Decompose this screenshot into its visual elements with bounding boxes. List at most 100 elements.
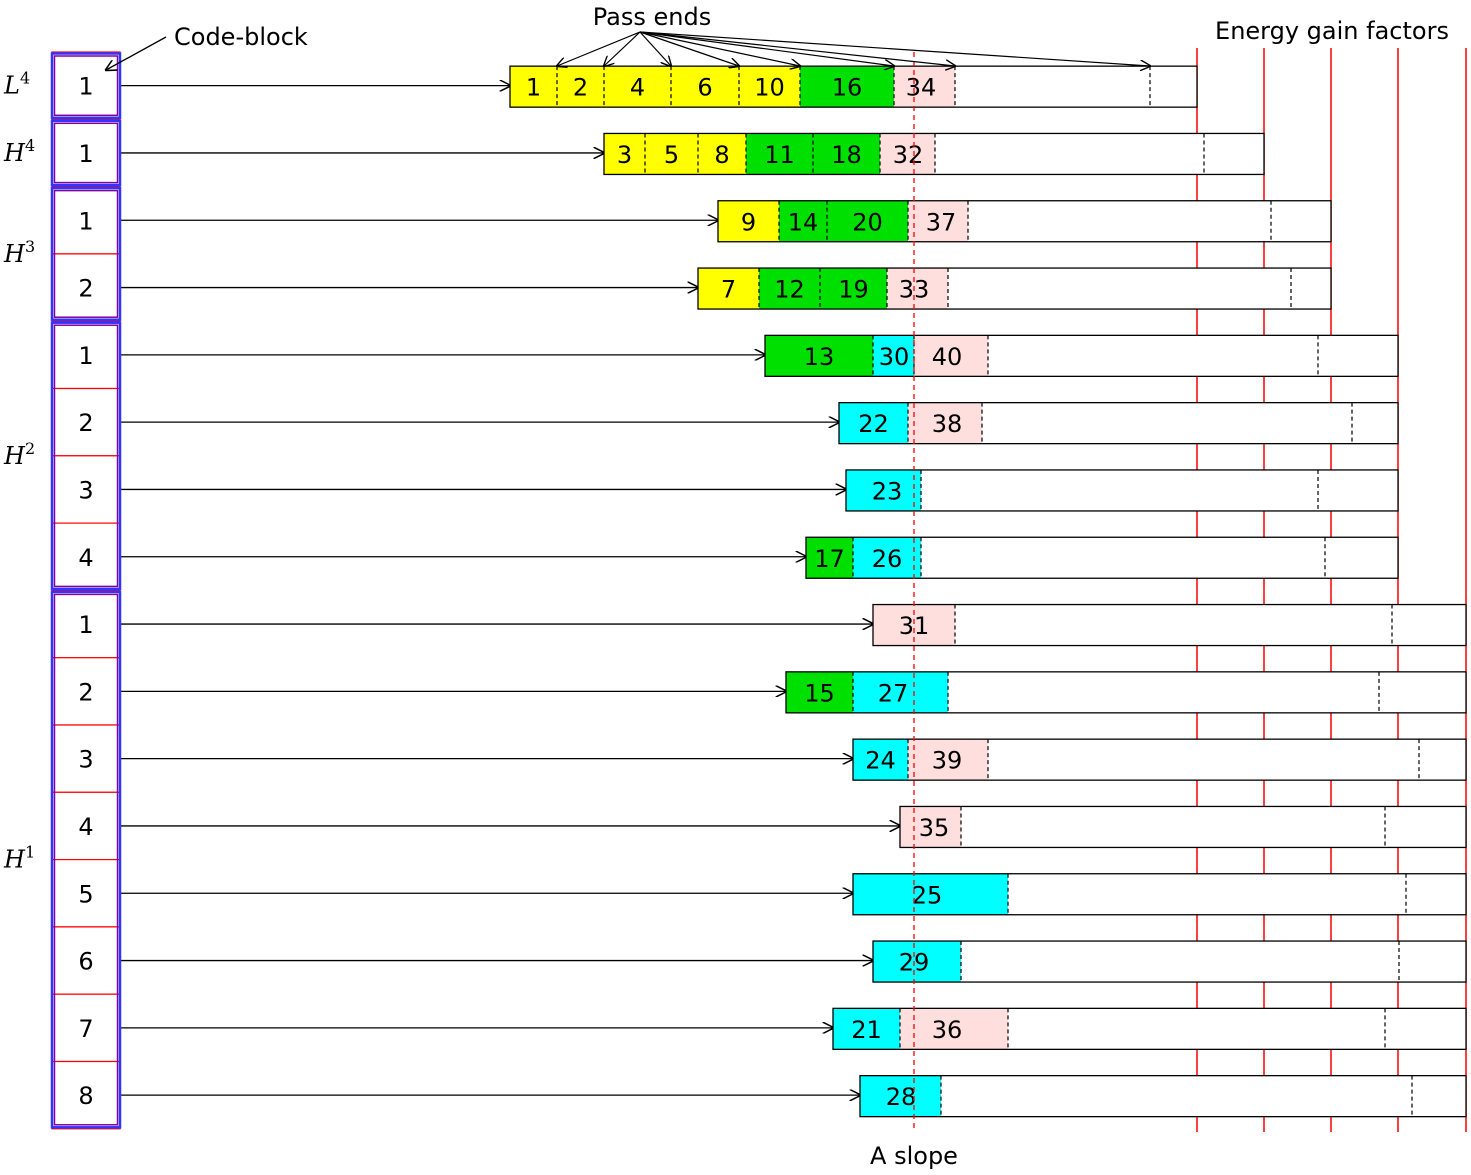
code-block-number: 2 (78, 678, 93, 706)
pass-number: 19 (838, 276, 869, 304)
subband-group-box (50, 119, 122, 187)
pass-segment (1419, 739, 1466, 781)
pass-segment (853, 873, 1008, 915)
pass-number: 10 (754, 74, 785, 102)
pass-end-pointer (639, 31, 1150, 66)
pass-segment (786, 671, 853, 713)
subband-group-box (50, 590, 122, 1129)
pass-segment (759, 268, 820, 310)
pass-segment (873, 941, 961, 983)
pass-bar-outline (852, 738, 1467, 781)
pass-segment (1150, 66, 1197, 108)
pass-segment (806, 537, 853, 579)
pass-segment (908, 739, 988, 781)
pass-segment (1392, 604, 1466, 646)
pass-segment (645, 133, 698, 175)
pass-bar-outline (899, 805, 1467, 849)
pass-segment (1379, 671, 1466, 713)
pass-segment (921, 537, 1325, 579)
code-block-cell (51, 657, 121, 726)
pass-segment (880, 133, 935, 175)
pass-number: 31 (899, 612, 930, 640)
pass-segment (1352, 402, 1398, 444)
pass-segment (853, 739, 908, 781)
pass-number: 27 (878, 679, 909, 707)
pass-segment (698, 268, 759, 310)
pass-bar-outline (697, 267, 1332, 310)
subband-label: H2 (3, 439, 35, 470)
pass-segment (739, 66, 800, 108)
pass-bar-outline (805, 536, 1399, 579)
pass-bar-outline (603, 132, 1265, 176)
pass-segment (604, 66, 671, 108)
pass-segment (948, 671, 1379, 713)
pass-segment (908, 402, 982, 444)
pass-end-pointer (604, 31, 641, 66)
pass-bar-outline (509, 65, 1198, 108)
pass-number: 8 (714, 141, 729, 169)
code-block-number: 2 (78, 275, 93, 303)
subband-group-box (50, 52, 122, 120)
pass-segment (718, 200, 779, 242)
subband-label: L4 (3, 69, 30, 100)
pass-segment (968, 200, 1271, 242)
pass-segment (833, 1008, 900, 1050)
pass-bar-outline (764, 334, 1399, 378)
pass-number: 2 (573, 74, 588, 102)
pass-segment (873, 335, 914, 377)
pass-segment (948, 268, 1291, 310)
pass-segment (1008, 1008, 1385, 1050)
pass-segment (988, 739, 1419, 781)
code-block-cell (51, 118, 121, 188)
code-block-number: 5 (78, 880, 93, 908)
pass-end-pointer (557, 31, 641, 66)
pass-number: 7 (721, 276, 736, 304)
pass-segment (1406, 873, 1466, 915)
pass-segment (982, 402, 1352, 444)
pass-number: 39 (932, 747, 963, 775)
code-block-cell (51, 926, 121, 995)
pass-number: 23 (872, 477, 903, 505)
pass-segment (961, 806, 1385, 848)
pass-number: 18 (831, 141, 862, 169)
code-block-number: 6 (78, 948, 93, 976)
pass-end-pointer (639, 31, 739, 66)
pass-number: 34 (906, 74, 937, 102)
pass-segment (820, 268, 887, 310)
pass-segment (1399, 941, 1466, 983)
subband-label: H1 (3, 843, 35, 874)
pass-number: 20 (852, 208, 883, 236)
subband-label: H4 (3, 136, 35, 167)
pass-end-pointer (639, 31, 894, 66)
pass-segment (846, 469, 921, 511)
subband-labels: L4 H4 H3 H2 H1 (3, 69, 35, 874)
code-block-number: 1 (78, 73, 93, 101)
pass-segment (839, 402, 908, 444)
pass-segment (935, 133, 1204, 175)
pass-segment (1318, 469, 1398, 511)
pass-segment (800, 66, 894, 108)
pass-bar-outline (845, 469, 1399, 512)
pass-number: 6 (697, 74, 712, 102)
pass-segment (746, 133, 813, 175)
pass-number: 9 (741, 208, 756, 236)
pass-number: 26 (872, 545, 903, 573)
pass-segment (1271, 200, 1331, 242)
pass-number: 22 (858, 410, 889, 438)
pass-number: 32 (893, 141, 924, 169)
code-block-column: 1 1 1 2 1 2 3 4 1 2 3 4 5 6 7 8 (50, 51, 122, 1130)
pass-number: 3 (617, 141, 632, 169)
pass-end-pointer (639, 31, 671, 66)
code-block-arrows (120, 86, 900, 1096)
subband-group-inner (53, 122, 119, 184)
code-block-number: 1 (78, 207, 93, 235)
code-block-number: 2 (78, 409, 93, 437)
pass-number: 1 (526, 74, 541, 102)
pass-number: 15 (804, 679, 835, 707)
pass-segment (604, 133, 645, 175)
pass-number: 40 (932, 343, 963, 371)
pass-segment (887, 268, 948, 310)
subband-label: H3 (3, 237, 35, 268)
pass-segment (671, 66, 739, 108)
